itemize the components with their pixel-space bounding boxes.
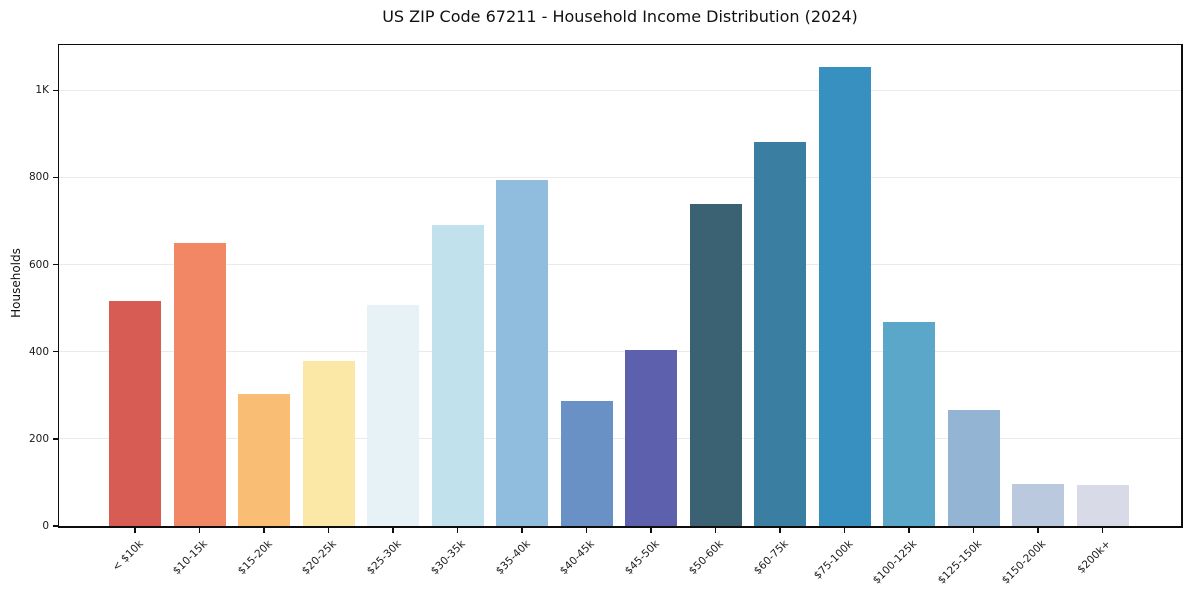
x-tick-mark: [843, 527, 846, 533]
bar-$40-45k: [560, 401, 613, 526]
bar-$20-25k: [302, 361, 355, 526]
x-tick-mark: [585, 527, 588, 533]
x-tick-label: $100-125k: [870, 538, 920, 587]
bar-$60-75k: [754, 142, 806, 526]
x-tick-mark: [134, 527, 136, 533]
bar-$50-60k: [689, 204, 742, 526]
bar-$10-15k: [173, 243, 226, 526]
x-tick-label: $40-45k: [557, 538, 597, 578]
y-axis-label: Households: [9, 248, 23, 318]
y-tick-mark: [52, 351, 58, 353]
bar-< $10k: [109, 300, 161, 526]
bar-$30-35k: [431, 225, 484, 526]
y-tick-label: 200: [28, 432, 49, 445]
x-tick-label: $35-40k: [493, 538, 533, 578]
x-tick-label: $20-25k: [299, 538, 339, 578]
x-tick-label: $10-15k: [170, 538, 210, 578]
y-tick-label: 600: [28, 258, 49, 271]
chart-title: US ZIP Code 67211 - Household Income Dis…: [382, 7, 858, 26]
plot-area: 0 200 400 600 800 1K < $10k $10-15k $15-20k $20-2…: [29, 43, 1183, 587]
x-tick-label: $75-100k: [811, 538, 855, 582]
bar-$45-50k: [625, 350, 677, 526]
bar-$15-20k: [238, 394, 290, 526]
x-tick-mark: [714, 527, 717, 533]
x-tick-label: $45-50k: [622, 538, 662, 578]
x-tick-mark: [908, 527, 910, 533]
bottom-spine: [58, 526, 1182, 528]
bar-$25-30k: [367, 305, 419, 526]
top-spine: [58, 43, 1182, 45]
bar-$100-125k: [883, 321, 935, 526]
y-tick-label: 1K: [35, 84, 49, 97]
x-tick-mark: [198, 527, 201, 533]
x-tick-mark: [1037, 527, 1039, 533]
gridline-200: [59, 438, 1181, 440]
x-tick-mark: [327, 527, 330, 533]
y-tick-mark: [52, 263, 58, 266]
x-tick-label: $200k+: [1075, 538, 1113, 576]
y-tick-mark: [52, 89, 58, 91]
bar-$75-100k: [818, 67, 871, 526]
bar-$35-40k: [496, 180, 548, 526]
x-tick-label: $30-35k: [428, 538, 468, 578]
bar-$125-150k: [947, 409, 1000, 526]
gridline-400: [59, 351, 1181, 353]
gridline-600: [59, 264, 1181, 266]
y-tick-mark: [52, 525, 58, 527]
y-tick-label: 400: [28, 345, 49, 358]
x-tick-mark: [972, 527, 975, 533]
x-tick-mark: [392, 527, 394, 533]
bar-$150-200k: [1012, 483, 1064, 526]
y-tick-mark: [52, 438, 58, 440]
right-spine: [1181, 43, 1183, 528]
y-tick-label: 800: [28, 171, 49, 184]
x-tick-label: < $10k: [109, 538, 146, 574]
x-tick-label: $125-150k: [935, 538, 984, 587]
y-tick-mark: [52, 176, 58, 179]
x-tick-mark: [650, 527, 652, 533]
left-spine: [57, 43, 59, 528]
x-tick-mark: [779, 527, 781, 533]
x-tick-label: $50-60k: [686, 538, 726, 578]
x-tick-label: $60-75k: [751, 538, 791, 578]
x-tick-label: $150-200k: [999, 538, 1049, 587]
x-tick-label: $15-20k: [235, 538, 275, 578]
x-tick-mark: [521, 527, 523, 533]
gridline-800: [59, 176, 1181, 178]
gridline-1K: [59, 89, 1181, 91]
y-tick-label: 0: [42, 520, 49, 532]
x-tick-label: $25-30k: [364, 538, 404, 578]
x-tick-mark: [1101, 527, 1104, 533]
x-tick-mark: [456, 527, 459, 533]
bar-$200k+: [1076, 484, 1129, 526]
x-tick-mark: [263, 527, 265, 533]
